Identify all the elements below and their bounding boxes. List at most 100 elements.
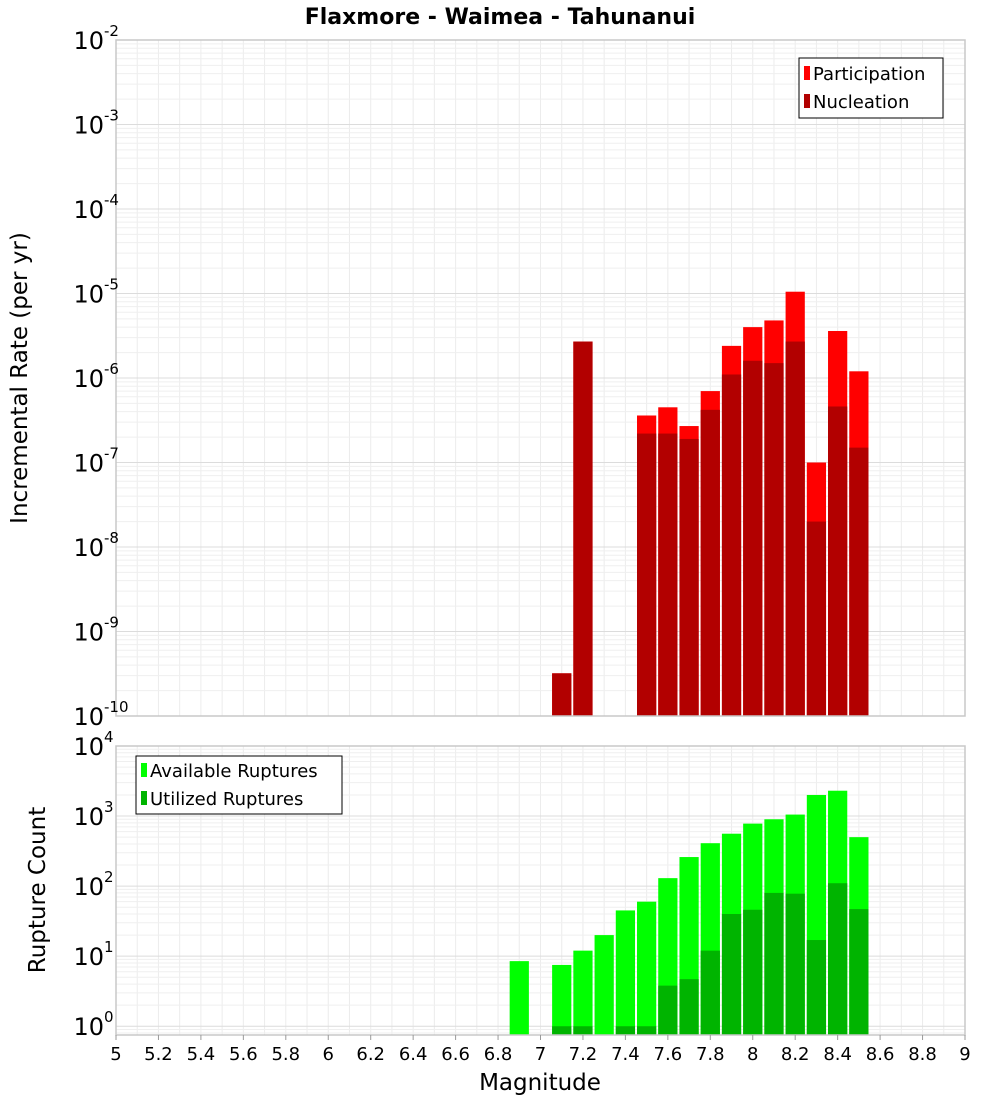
y-tick-exponent: 2 <box>104 868 114 886</box>
x-tick-label: 6.2 <box>356 1044 385 1065</box>
y-tick-exponent: -2 <box>104 22 119 40</box>
y-tick-exponent: -5 <box>104 276 119 294</box>
x-tick-label: 6 <box>323 1044 334 1065</box>
legend-swatch-available <box>141 763 147 777</box>
count-bar-secondary <box>849 909 869 1035</box>
y-tick-label: 10 <box>73 281 104 309</box>
rate-bar-secondary <box>658 433 678 716</box>
legend-label-available: Available Ruptures <box>150 761 318 782</box>
x-tick-label: 7.4 <box>611 1044 640 1065</box>
count-bar-primary <box>594 935 614 1035</box>
legend-swatch-nucleation <box>804 94 810 108</box>
count-bar-secondary <box>806 940 827 1035</box>
y-tick-label: 10 <box>73 450 104 478</box>
count-bar-secondary <box>785 893 805 1035</box>
y-tick-exponent: 3 <box>104 798 114 816</box>
x-tick-label: 7.2 <box>569 1044 598 1065</box>
x-tick-label: 8.6 <box>866 1044 895 1065</box>
y-tick-label: 10 <box>73 943 104 971</box>
rate-bar-secondary <box>637 433 657 716</box>
count-bar-secondary <box>658 985 678 1035</box>
y-tick-label: 10 <box>73 873 104 901</box>
y-tick-exponent: -6 <box>104 360 119 378</box>
y-tick-label: 10 <box>73 733 104 761</box>
y-tick-exponent: -7 <box>104 445 119 463</box>
count-bar-secondary <box>679 979 699 1035</box>
rate-plot-y-label: Incremental Rate (per yr) <box>7 232 33 524</box>
x-tick-label: 8 <box>747 1044 758 1065</box>
x-tick-label: 6.8 <box>484 1044 513 1065</box>
y-tick-exponent: -8 <box>104 529 119 547</box>
y-tick-exponent: 0 <box>104 1008 114 1026</box>
rate-bar-secondary <box>700 409 720 716</box>
x-axis-ticks: 5 5.2 5.4 5.6 5.8 6 6.2 6.4 6.6 6.8 7 7.2 7.4 7.6 7.8 8… <box>110 1035 971 1065</box>
x-tick-label: 6.4 <box>399 1044 428 1065</box>
y-tick-label: 10 <box>73 619 104 647</box>
x-tick-label: 5.8 <box>271 1044 300 1065</box>
x-axis-label: Magnitude <box>479 1070 601 1096</box>
rate-bar-secondary <box>743 360 763 716</box>
rate-bar-secondary <box>764 363 784 716</box>
count-bar-secondary <box>700 950 720 1035</box>
y-tick-label: 10 <box>73 196 104 224</box>
count-bar-primary <box>637 901 657 1035</box>
count-plot-bars <box>509 790 869 1035</box>
count-plot-y-label: Rupture Count <box>25 807 51 973</box>
rate-bar-secondary <box>679 438 699 716</box>
x-tick-label: 8.8 <box>908 1044 937 1065</box>
y-tick-exponent: -3 <box>104 107 119 125</box>
y-tick-exponent: 1 <box>104 938 114 956</box>
rate-bar-secondary <box>785 341 805 716</box>
legend-swatch-participation <box>804 66 810 80</box>
y-tick-label: 10 <box>73 365 104 393</box>
x-tick-label: 8.4 <box>823 1044 852 1065</box>
count-bar-secondary <box>573 1026 593 1035</box>
rate-plot-legend: Participation Nucleation <box>798 57 944 119</box>
count-bar-primary <box>615 910 636 1035</box>
x-tick-label: 5 <box>110 1044 121 1065</box>
x-tick-label: 7.6 <box>654 1044 683 1065</box>
chart-title: Flaxmore - Waimea - Tahunanui <box>305 5 696 30</box>
y-tick-exponent: 4 <box>104 728 114 746</box>
count-bar-secondary <box>828 883 848 1035</box>
y-tick-label: 10 <box>73 803 104 831</box>
count-bar-primary <box>573 950 593 1035</box>
count-bar-secondary <box>615 1026 636 1035</box>
count-bar-secondary <box>743 909 763 1035</box>
x-tick-label: 5.2 <box>144 1044 173 1065</box>
legend-label-nucleation: Nucleation <box>813 92 909 113</box>
y-tick-label: 10 <box>73 27 104 55</box>
x-tick-label: 5.4 <box>187 1044 216 1065</box>
count-plot-legend: Available Ruptures Utilized Ruptures <box>135 755 343 815</box>
rate-plot-legend-box <box>798 57 944 119</box>
rate-bar-secondary <box>828 406 848 716</box>
rate-bar-secondary <box>573 341 593 716</box>
y-tick-label: 10 <box>73 112 104 140</box>
legend-label-utilized: Utilized Ruptures <box>150 789 303 810</box>
y-tick-label: 10 <box>73 534 104 562</box>
x-tick-label: 9 <box>959 1044 970 1065</box>
x-tick-label: 7 <box>535 1044 546 1065</box>
rate-bar-secondary <box>806 521 827 716</box>
count-bar-primary <box>552 964 572 1035</box>
y-tick-exponent: -4 <box>104 191 119 209</box>
count-plot-legend-box <box>135 755 343 815</box>
y-tick-label: 10 <box>73 703 104 731</box>
count-bar-secondary <box>552 1026 572 1035</box>
y-tick-exponent: -10 <box>104 698 129 716</box>
rate-bar-secondary <box>849 447 869 716</box>
x-tick-label: 8.2 <box>781 1044 810 1065</box>
legend-swatch-utilized <box>141 791 147 805</box>
x-tick-label: 6.6 <box>441 1044 470 1065</box>
rate-plot-frame <box>115 39 966 717</box>
y-tick-label: 10 <box>73 1013 104 1041</box>
x-tick-label: 5.6 <box>229 1044 258 1065</box>
x-tick-label: 7.8 <box>696 1044 725 1065</box>
rate-bar-secondary <box>552 673 572 716</box>
count-bar-secondary <box>721 914 742 1035</box>
